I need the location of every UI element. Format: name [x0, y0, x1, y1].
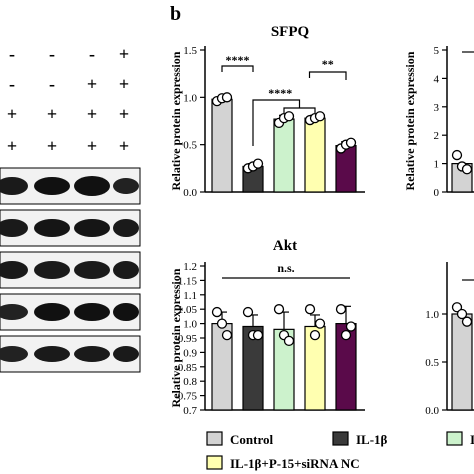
treatment-sign: + [7, 104, 17, 124]
legend-label: IL-1β [356, 432, 388, 447]
data-point [451, 149, 463, 161]
treatment-sign: - [49, 74, 55, 94]
legend-swatch [446, 431, 463, 446]
y-tick-label: 3 [434, 102, 440, 114]
data-point [221, 329, 233, 341]
y-tick-label: 2 [434, 130, 440, 142]
data-point [252, 329, 264, 341]
chart-panel: 0.0 0.5 1.0 [425, 262, 474, 417]
bar [211, 98, 233, 193]
data-point [216, 318, 228, 329]
y-tick-label: 0.0 [183, 187, 197, 199]
data-point [283, 335, 295, 347]
treatment-signs: - - - + - - + + + + + + + + + + [7, 44, 129, 156]
treatment-sign: - [9, 44, 15, 64]
y-tick-label: 1 [434, 159, 440, 171]
data-point [456, 308, 468, 320]
y-tick-label: 0.0 [425, 405, 439, 417]
bar [273, 118, 295, 193]
significance-bracket [221, 65, 254, 72]
data-point [314, 318, 326, 329]
y-tick-label: 1.0 [425, 309, 439, 321]
treatment-sign: + [119, 44, 129, 64]
significance-bracket [252, 99, 301, 146]
data-point [304, 304, 316, 315]
y-tick-label: 0.85 [178, 362, 198, 374]
treatment-sign: + [87, 74, 97, 94]
legend-label: IL-1β+P-15+siRNA NC [230, 456, 360, 471]
chart-title: Akt [273, 238, 297, 254]
y-tick-label: 1.05 [178, 304, 198, 316]
treatment-sign: - [9, 74, 15, 94]
treatment-sign: + [7, 136, 17, 156]
y-tick-label: 5 [434, 45, 440, 57]
blot-bands [0, 167, 141, 373]
y-tick-label: 0.9 [183, 347, 197, 359]
data-point [242, 306, 254, 318]
legend-label: Control [230, 432, 273, 447]
data-point [273, 304, 285, 315]
treatment-sign: - [49, 44, 55, 64]
western-blot-panel: - - - + - - + + + + + + + + + + [0, 44, 141, 373]
y-tick-label: 0.7 [183, 405, 197, 417]
y-tick-label: 0.95 [178, 333, 198, 345]
treatment-sign: + [47, 104, 57, 124]
treatment-sign: + [87, 104, 97, 124]
data-point [461, 164, 473, 175]
legend-swatch [206, 431, 223, 446]
y-tick-label: 0 [434, 187, 440, 199]
chart-panel: Relative protein expression 0 1 2 3 4 5 [403, 45, 474, 199]
data-point [461, 316, 473, 327]
significance-label: **** [268, 86, 292, 100]
data-point [451, 302, 463, 313]
y-tick-label: 0.5 [183, 140, 197, 152]
significance-bracket [308, 71, 347, 80]
treatment-sign: + [87, 136, 97, 156]
significance-label: n.s. [277, 261, 294, 275]
y-tick-label: 1.0 [183, 319, 197, 331]
y-tick-label: 1.2 [183, 261, 197, 273]
y-tick-label: 0.75 [178, 391, 198, 403]
data-point [314, 111, 326, 122]
y-tick-label: 0.8 [183, 376, 197, 388]
treatment-sign: - [89, 44, 95, 64]
y-tick-label: 1.1 [183, 290, 197, 302]
y-axis-label: Relative protein expression [169, 51, 183, 190]
significance-label: ** [322, 57, 334, 71]
data-point [335, 304, 347, 315]
panel-label: b [170, 3, 181, 25]
data-point [211, 306, 223, 318]
y-axis-label: Relative protein expression [169, 268, 183, 407]
significance-bracket [283, 107, 316, 113]
data-point [283, 111, 295, 122]
data-point [345, 137, 357, 148]
y-tick-label: 4 [434, 73, 440, 85]
legend-label: I [470, 432, 474, 447]
legend-swatch [206, 455, 223, 470]
treatment-sign: + [119, 136, 129, 156]
bar [451, 313, 473, 411]
significance-label: **** [226, 53, 250, 67]
data-point [345, 321, 357, 332]
treatment-sign: + [47, 136, 57, 156]
data-point [309, 329, 321, 341]
data-point [221, 92, 233, 103]
chart-title: SFPQ [271, 24, 310, 40]
bar [304, 117, 326, 193]
y-tick-label: 1.15 [178, 275, 198, 287]
y-tick-label: 1.5 [183, 45, 197, 57]
treatment-sign: + [119, 104, 129, 124]
treatment-sign: + [119, 74, 129, 94]
legend: Control IL-1β I IL-1β+P-15+siRNA NC [206, 431, 474, 471]
y-axis-label: Relative protein expression [403, 51, 417, 190]
legend-swatch [332, 431, 349, 446]
data-point [252, 158, 264, 169]
y-tick-label: 0.5 [425, 357, 439, 369]
data-point [340, 329, 352, 341]
y-tick-label: 1.0 [183, 92, 197, 104]
